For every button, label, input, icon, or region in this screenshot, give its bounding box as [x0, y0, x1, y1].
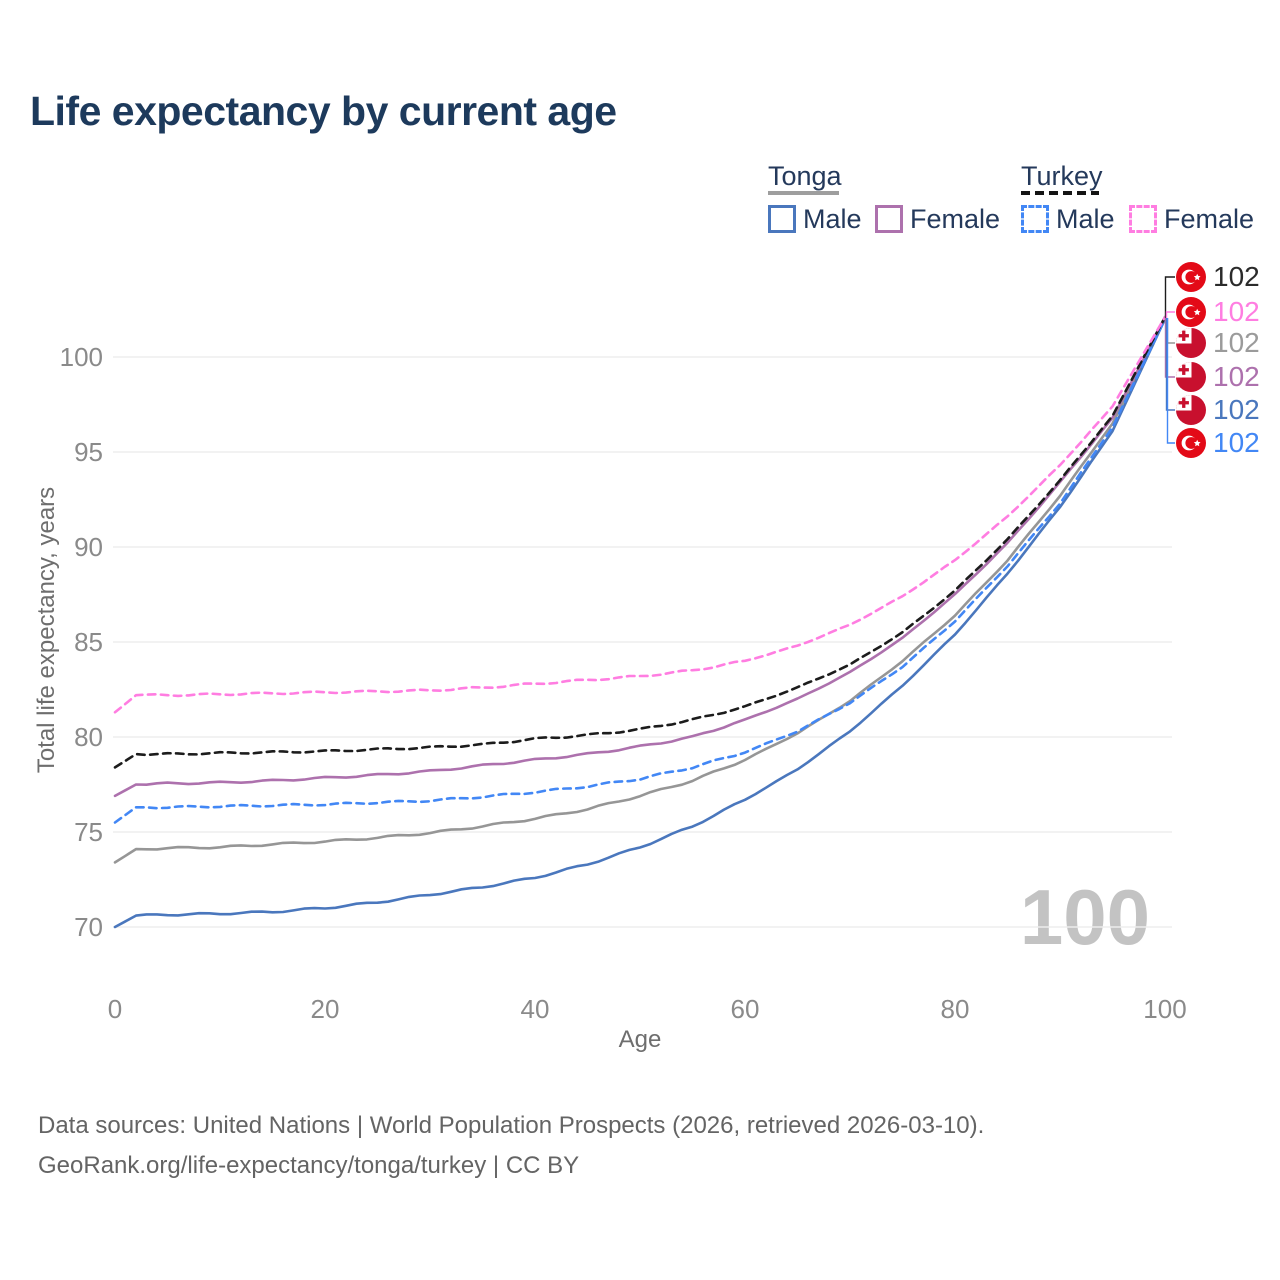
end-label-value: 102	[1213, 261, 1260, 292]
end-label-row-tonga-female: 102	[1176, 362, 1260, 392]
y-axis-title: Total life expectancy, years	[33, 486, 60, 774]
legend-item-tonga-male[interactable]: Male	[768, 205, 862, 233]
y-tick-label: 85	[74, 627, 103, 657]
footer-attribution: GeoRank.org/life-expectancy/tonga/turkey…	[38, 1152, 580, 1179]
legend-group-turkey[interactable]: Turkey	[1021, 161, 1103, 191]
y-tick-label: 100	[60, 342, 103, 372]
footer: Data sources: United Nations | World Pop…	[38, 1106, 984, 1186]
end-label-leader	[1166, 318, 1175, 344]
end-label-leader	[1165, 318, 1175, 411]
end-label-value: 102	[1213, 394, 1260, 425]
y-tick-label: 70	[74, 912, 103, 942]
legend-label: Male	[1056, 204, 1115, 234]
turkey-flag-icon	[1176, 262, 1206, 292]
legend-group-tonga[interactable]: Tonga	[768, 161, 842, 191]
legend-item-turkey-female[interactable]: Female	[1129, 205, 1254, 233]
end-label-row-turkey-male: 102	[1176, 428, 1260, 458]
end-label-leader	[1164, 318, 1175, 378]
end-label-leader	[1165, 311, 1175, 319]
series-line-turkey-female[interactable]	[113, 315, 1167, 714]
turkey-flag-icon	[1176, 428, 1206, 458]
end-label-value: 102	[1213, 427, 1260, 458]
end-label-leader	[1164, 276, 1175, 319]
end-label-value: 102	[1213, 327, 1260, 358]
end-label-value: 102	[1213, 296, 1260, 327]
y-tick-label: 80	[74, 722, 103, 752]
x-tick-label: 60	[731, 994, 760, 1024]
tonga-female-swatch-icon[interactable]	[875, 205, 903, 233]
x-tick-label: 80	[941, 994, 970, 1024]
x-axis-title: Age	[618, 1026, 662, 1053]
page-title: Life expectancy by current age	[30, 88, 617, 134]
x-tick-label: 20	[311, 994, 340, 1024]
tonga-flag-icon	[1176, 328, 1206, 358]
legend-item-turkey-male[interactable]: Male	[1021, 205, 1115, 233]
end-label-row-tonga-total: 102	[1176, 328, 1260, 358]
turkey-female-swatch-icon[interactable]	[1129, 205, 1157, 233]
footer-sources: Data sources: United Nations | World Pop…	[38, 1112, 985, 1139]
end-label-value: 102	[1213, 361, 1260, 392]
tonga-flag-icon	[1176, 362, 1206, 392]
series-line-turkey-total[interactable]	[113, 315, 1167, 769]
end-label-row-turkey-total: 102	[1176, 262, 1260, 292]
x-tick-label: 40	[521, 994, 550, 1024]
legend-item-tonga-female[interactable]: Female	[875, 205, 1000, 233]
legend-label: Female	[910, 204, 1001, 234]
legend-label: Female	[1164, 204, 1255, 234]
series-line-tonga-female[interactable]	[113, 317, 1167, 798]
turkey-male-swatch-icon[interactable]	[1021, 205, 1049, 233]
end-label-row-tonga-male: 102	[1176, 395, 1260, 425]
tonga-flag-icon	[1176, 395, 1206, 425]
y-tick-label: 95	[74, 437, 103, 467]
x-tick-label: 100	[1143, 994, 1186, 1024]
series-line-tonga-male[interactable]	[113, 317, 1167, 929]
tonga-male-swatch-icon[interactable]	[768, 205, 796, 233]
legend-turkey-line-sample	[1021, 191, 1099, 195]
turkey-flag-icon	[1176, 297, 1206, 327]
legend-label: Male	[803, 204, 862, 234]
y-tick-label: 75	[74, 817, 103, 847]
end-label-row-turkey-female: 102	[1176, 297, 1260, 327]
series-line-tonga-total[interactable]	[113, 317, 1167, 864]
legend-tonga-line-sample	[768, 191, 839, 195]
y-tick-label: 90	[74, 532, 103, 562]
series-line-turkey-male[interactable]	[113, 317, 1167, 824]
x-tick-label: 0	[108, 994, 122, 1024]
end-label-leader	[1166, 318, 1175, 444]
chart-watermark: 100	[1019, 873, 1151, 961]
